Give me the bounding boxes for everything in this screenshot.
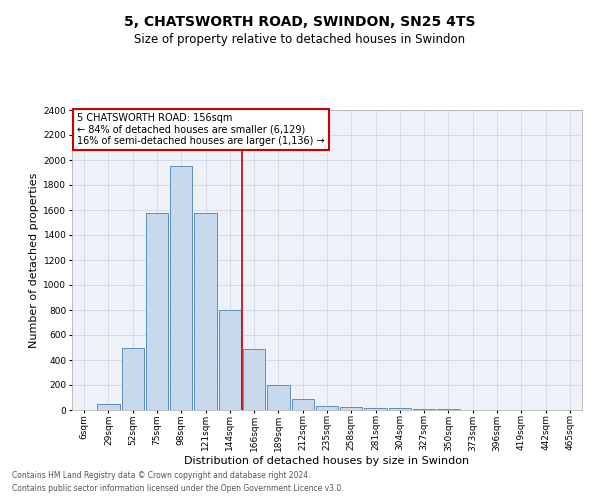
Bar xyxy=(243,349,265,410)
Bar xyxy=(122,348,144,410)
Text: 5, CHATSWORTH ROAD, SWINDON, SN25 4TS: 5, CHATSWORTH ROAD, SWINDON, SN25 4TS xyxy=(124,15,476,29)
Bar xyxy=(218,310,241,410)
Bar xyxy=(340,407,362,410)
Bar xyxy=(146,212,168,410)
Bar xyxy=(413,409,436,410)
Text: Size of property relative to detached houses in Swindon: Size of property relative to detached ho… xyxy=(134,32,466,46)
Bar xyxy=(389,408,411,410)
Text: 5 CHATSWORTH ROAD: 156sqm
← 84% of detached houses are smaller (6,129)
16% of se: 5 CHATSWORTH ROAD: 156sqm ← 84% of detac… xyxy=(77,113,325,146)
X-axis label: Distribution of detached houses by size in Swindon: Distribution of detached houses by size … xyxy=(184,456,470,466)
Bar xyxy=(292,399,314,410)
Y-axis label: Number of detached properties: Number of detached properties xyxy=(29,172,39,348)
Text: Contains HM Land Registry data © Crown copyright and database right 2024.: Contains HM Land Registry data © Crown c… xyxy=(12,470,311,480)
Bar xyxy=(97,404,119,410)
Bar xyxy=(316,406,338,410)
Bar xyxy=(170,166,193,410)
Bar xyxy=(267,385,290,410)
Text: Contains public sector information licensed under the Open Government Licence v3: Contains public sector information licen… xyxy=(12,484,344,493)
Bar xyxy=(194,212,217,410)
Bar xyxy=(364,408,387,410)
